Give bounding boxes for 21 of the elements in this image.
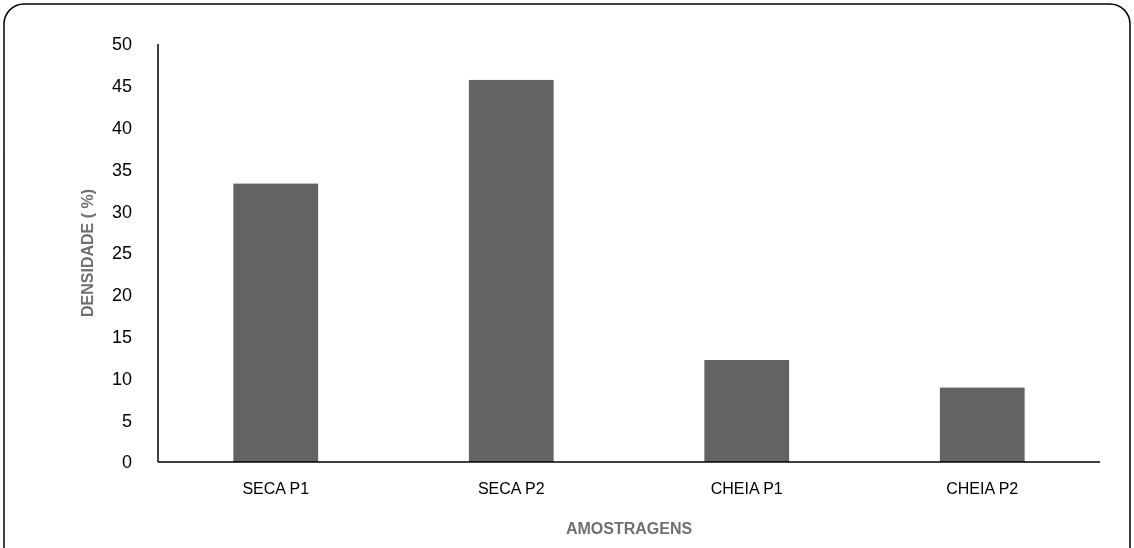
x-tick-label: SECA P1 — [242, 479, 310, 497]
y-tick-label: 25 — [111, 243, 132, 264]
y-tick-label: 30 — [111, 201, 132, 222]
x-tick-label: CHEIA P2 — [946, 479, 1019, 497]
y-axis-title: DENSIDADE ( %) — [79, 188, 96, 318]
y-tick-label: 35 — [111, 159, 132, 180]
x-axis-title: AMOSTRAGENS — [565, 520, 693, 537]
y-tick-label: 10 — [111, 368, 132, 389]
y-tick-label: 0 — [121, 452, 132, 473]
bar — [468, 79, 554, 462]
bar — [233, 183, 319, 462]
y-tick-label: 40 — [111, 117, 132, 138]
y-tick-label: 5 — [121, 410, 132, 431]
x-tick-label: SECA P2 — [477, 479, 545, 497]
bar — [939, 387, 1025, 462]
y-tick-label: 45 — [111, 76, 132, 97]
bar — [704, 360, 790, 462]
y-tick-label: 50 — [111, 34, 132, 55]
y-tick-label: 20 — [111, 285, 132, 306]
y-tick-label: 15 — [111, 326, 132, 347]
x-tick-label: CHEIA P1 — [710, 479, 783, 497]
